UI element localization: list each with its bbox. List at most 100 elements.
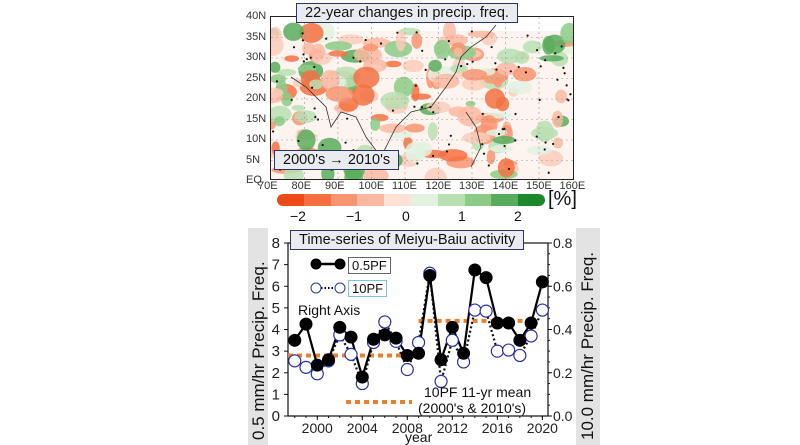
map-anomaly-blob [493,77,503,88]
map-anomaly-blob [411,32,423,49]
right-axis-note: Right Axis [298,302,361,318]
significance-dot [325,37,328,40]
map-anomaly-blob [273,116,285,127]
significance-dot [517,65,520,69]
series-0-5pf-point [468,263,482,277]
colorbar-unit: [%] [548,188,577,210]
significance-dot [447,39,450,43]
significance-dot [482,152,486,155]
series-0-5pf-point [445,320,459,334]
right-y-tick-label: 0.0 [553,408,573,424]
map-anomaly-blob [362,43,378,52]
significance-dot [444,58,447,61]
left-y-tick-label: 0 [272,408,280,425]
x-tick-label: 2016 [482,420,513,436]
series-10pf-point [378,315,392,329]
significance-dot [313,107,316,110]
significance-dot [481,143,484,146]
significance-dot [466,62,469,66]
map-anomaly-blob [489,145,514,153]
lat-label: 5N [246,153,261,166]
significance-dot [447,143,451,146]
significance-dot [514,112,517,116]
map-anomaly-blob [380,91,410,110]
significance-dot [503,144,506,148]
significance-dot [275,80,279,83]
map-anomaly-blob [324,41,353,51]
series-10pf-point [502,343,516,357]
right-y-tick-label: 0.2 [553,365,573,381]
map-anomaly-blob [395,30,406,52]
left-y-tick-label: 2 [272,365,280,382]
map-anomaly-blob [512,66,537,82]
chart-title: Time-series of Meiyu-Baiu activity [290,230,525,250]
map-anomaly-blob [424,167,447,179]
map-anomaly-blob [427,122,438,141]
significance-dot [309,56,313,59]
colorbar-tick-label: 1 [458,208,466,224]
lon-label: 110E [392,180,417,192]
significance-dot [501,128,504,131]
significance-dot [507,167,511,171]
map-anomaly-blob [320,69,340,91]
lat-label: 10N [246,133,267,145]
lon-label: 140E [492,180,519,192]
legend-label-0-5pf: 0.5PF [348,257,391,274]
right-y-tick-label: 0.4 [553,322,573,338]
lat-label: EQ [246,174,262,186]
series-10pf-point [288,354,302,368]
right-ylabel-band [576,228,600,445]
significance-dot [470,30,473,33]
left-y-tick-label: 6 [272,278,280,295]
map-anomaly-blob [497,48,523,64]
map-anomaly-blob [281,92,293,107]
significance-dot [413,105,416,108]
lon-label: 80E [291,180,312,192]
map-panel: 40N 35N 30N 25N 20N 15N 10N 5N EQ 22-year change… [0,0,800,224]
series-10pf-point [299,360,313,374]
significance-dot [431,154,435,157]
series-0-5pf-point [502,316,516,330]
map-anomaly-blob [462,132,491,144]
map-anomaly-blob [291,104,305,111]
series-0-5pf-point [322,353,336,367]
significance-dot [557,115,560,119]
significance-dot [416,162,419,165]
map-anomaly-blob [453,47,463,57]
significance-dot [379,42,383,45]
significance-dot [301,39,304,42]
map-anomaly-blob [277,68,297,76]
map-anomaly-blob [284,55,299,62]
series-10pf-point [434,374,448,388]
significance-dot [509,70,512,73]
significance-dot [396,31,399,34]
significance-dot [297,139,300,143]
left-y-tick-label: 3 [272,343,280,360]
x-tick-label: 2004 [347,420,378,436]
significance-dot [359,60,362,63]
map-anomaly-blob [271,61,281,73]
series-0-5pf-point [299,317,313,331]
series-0-5pf-point [434,353,448,367]
map-title: 22-year changes in precip. freq. [296,3,518,23]
significance-dot [460,64,463,68]
colorbar-tick-label: −2 [290,208,306,224]
significance-dot [526,34,529,37]
x-tick-label: 2012 [437,420,468,436]
left-y-tick-label: 4 [272,322,280,339]
map-anomaly-blob [467,30,496,38]
significance-dot [391,109,395,112]
significance-dot [424,68,427,71]
map-anomaly-blob [299,22,324,43]
legend-label-10pf: 10PF [348,280,388,297]
series-0-5pf-point [524,316,538,330]
map-anomaly-blob [527,145,552,156]
series-0-5pf-point [378,328,392,342]
significance-dot [414,84,417,87]
map-anomaly-blob [325,86,353,102]
map-anomaly-blob [393,76,414,98]
mean-legend-line1: 10PF 11-yr mean [424,384,532,400]
significance-dot [420,106,424,109]
significance-dot [449,134,452,137]
series-10pf-point [490,344,504,358]
